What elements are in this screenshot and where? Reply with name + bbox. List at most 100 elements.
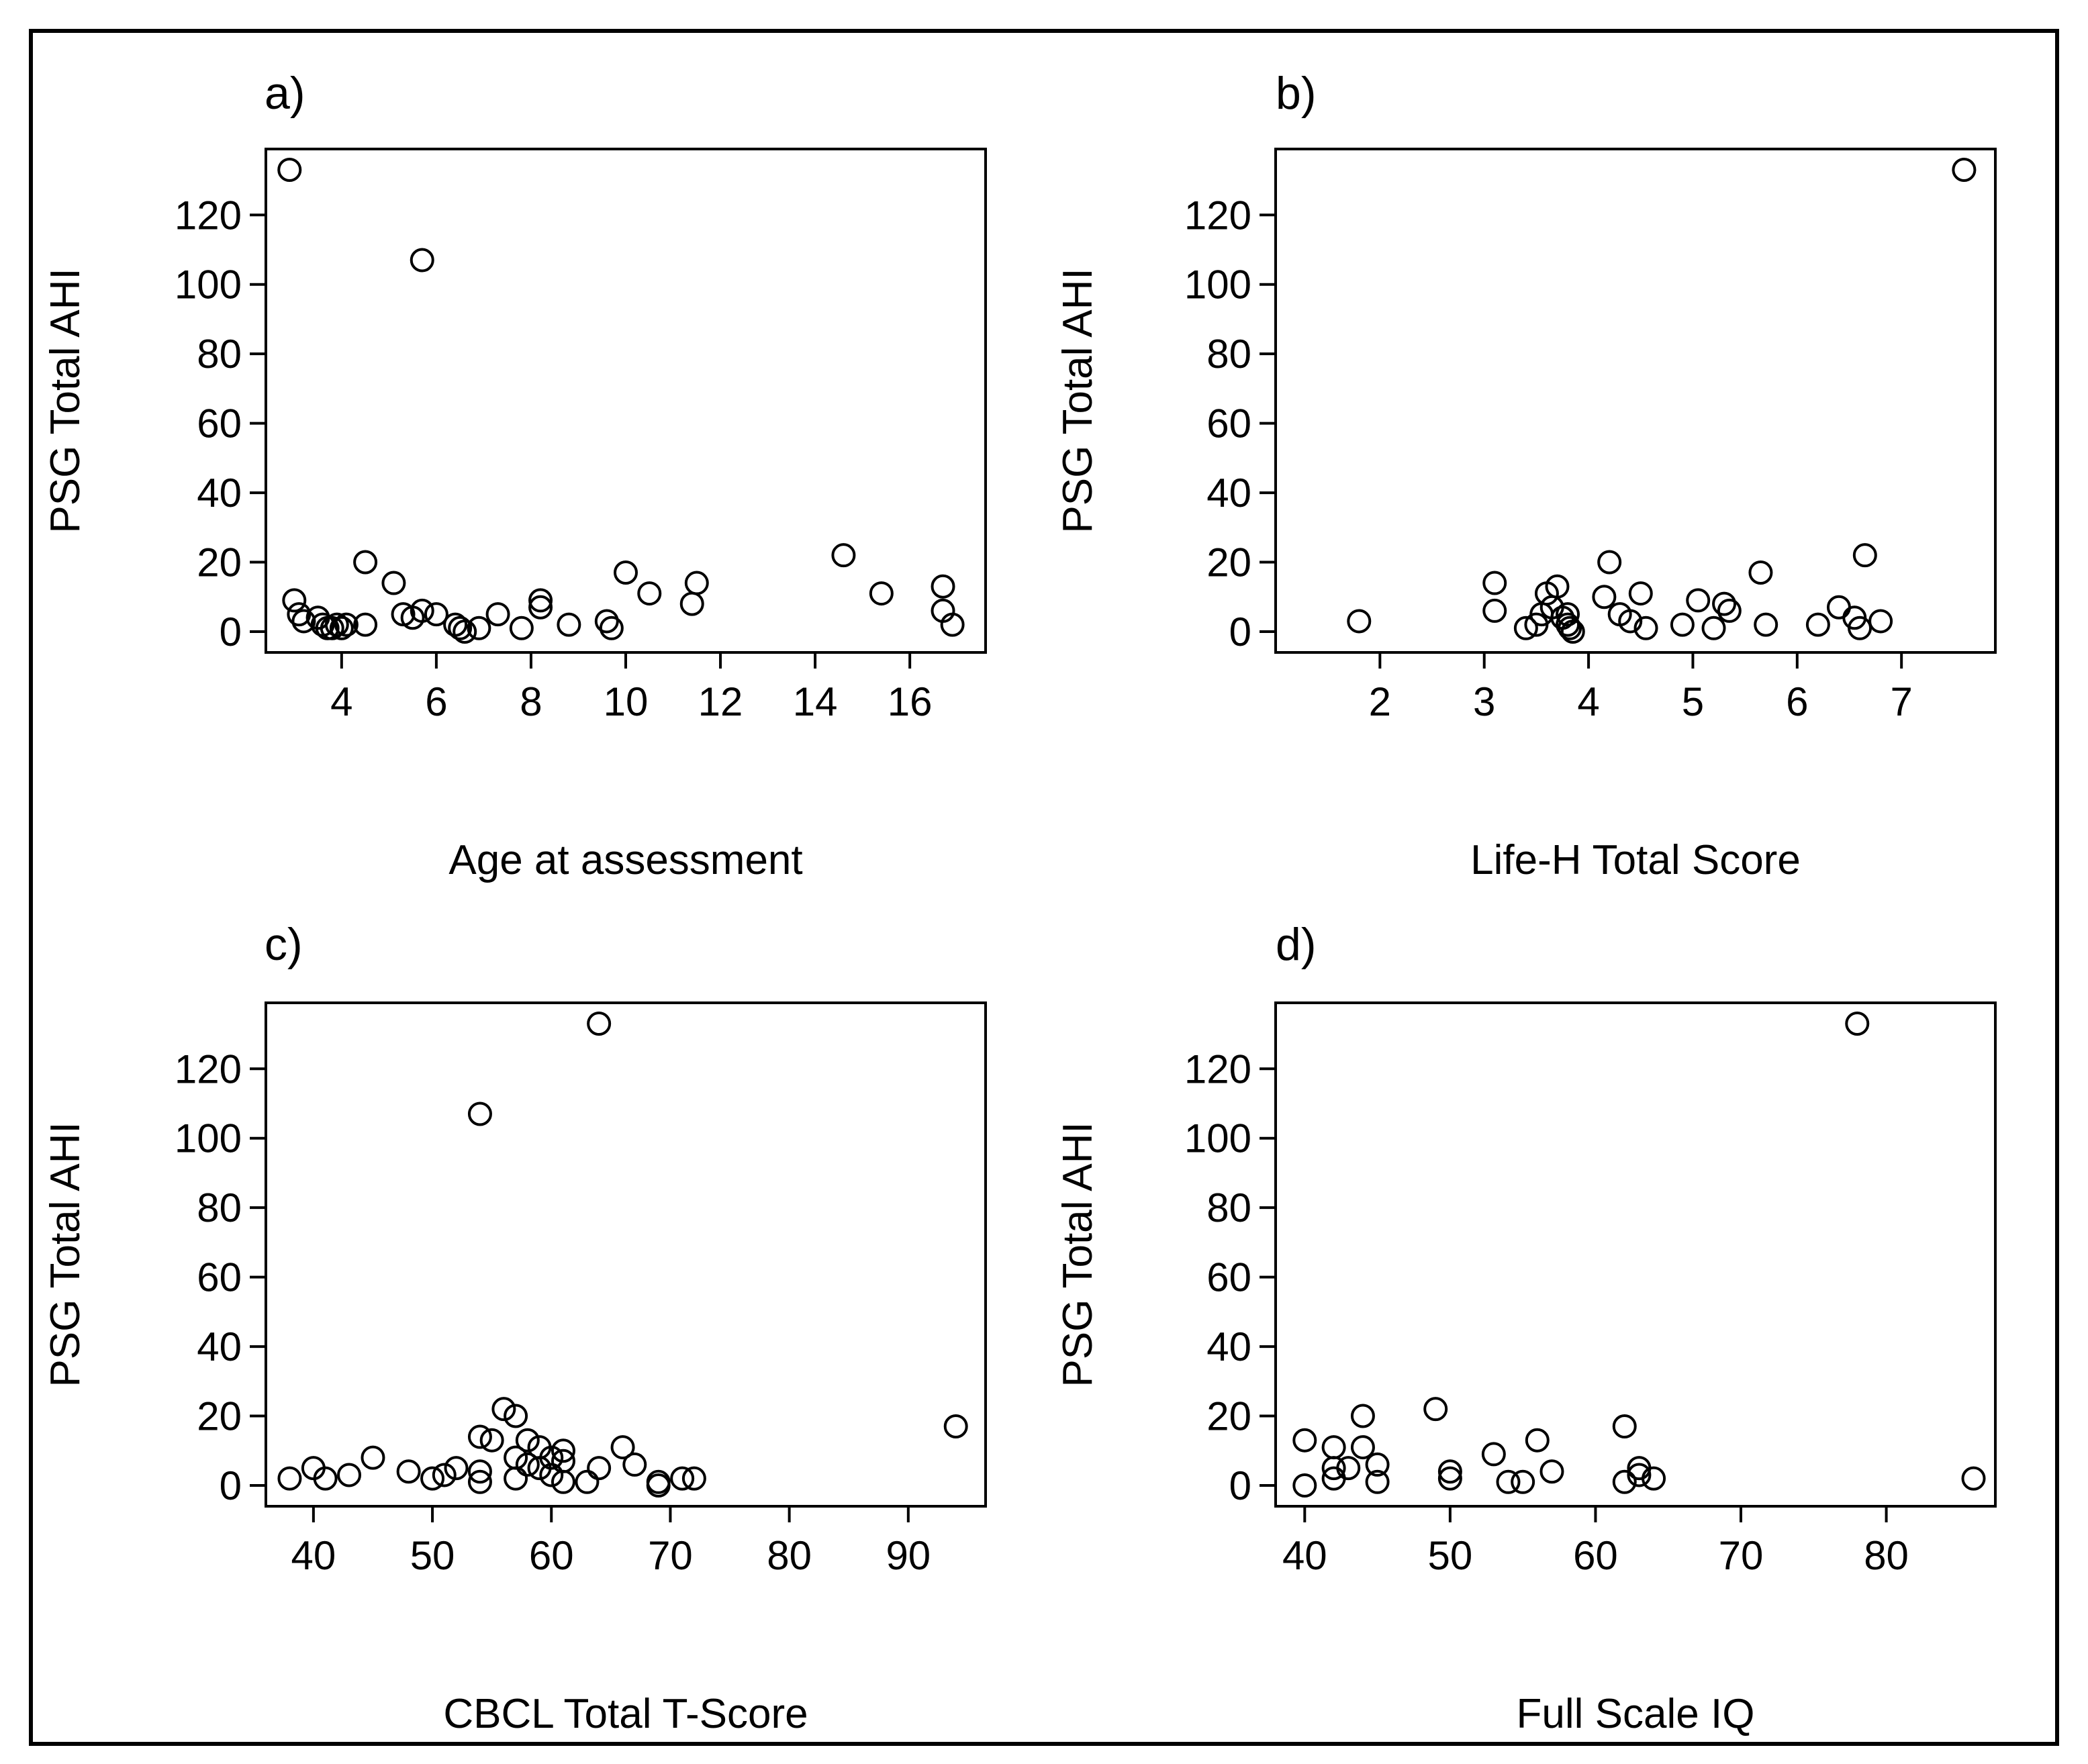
data-point-b-33 bbox=[1952, 158, 1977, 183]
panel-b: b) 2 3 4 5 6 7 0 20 40 60 80 100 120 Life-H Total Sc… bbox=[1055, 68, 1997, 883]
y-tick-label-a-80: 80 bbox=[197, 332, 242, 377]
data-point-b-19 bbox=[1633, 616, 1658, 640]
x-tick-label-d-50: 50 bbox=[1428, 1533, 1473, 1578]
data-point-c-34 bbox=[670, 1466, 695, 1491]
y-tick-label-d-60: 60 bbox=[1206, 1255, 1251, 1300]
x-tick-label-b-3: 3 bbox=[1473, 679, 1495, 724]
x-tick-label-a-8: 8 bbox=[520, 679, 542, 724]
y-tick-label-d-20: 20 bbox=[1206, 1394, 1251, 1439]
data-point-d-24 bbox=[1961, 1466, 1986, 1491]
data-point-b-17 bbox=[1618, 609, 1643, 634]
panel-label-c: c) bbox=[265, 919, 303, 970]
plot-area-a bbox=[265, 148, 987, 654]
x-tick-label-b-2: 2 bbox=[1369, 679, 1391, 724]
x-tick-label-c-70: 70 bbox=[648, 1533, 693, 1578]
data-point-d-7 bbox=[1350, 1435, 1375, 1460]
data-point-d-1 bbox=[1292, 1473, 1317, 1498]
y-tick-label-d-80: 80 bbox=[1206, 1185, 1251, 1230]
data-point-b-11 bbox=[1556, 612, 1580, 637]
data-point-c-6 bbox=[420, 1466, 445, 1491]
data-point-b-23 bbox=[1712, 591, 1737, 616]
data-point-a-27 bbox=[557, 612, 581, 637]
data-point-b-14 bbox=[1592, 585, 1617, 609]
y-tick-label-c-40: 40 bbox=[197, 1324, 242, 1369]
y-tick-label-c-0: 0 bbox=[220, 1463, 242, 1508]
x-tick-label-b-5: 5 bbox=[1682, 679, 1704, 724]
data-point-c-17 bbox=[504, 1466, 528, 1491]
y-tick-label-c-60: 60 bbox=[197, 1255, 242, 1300]
plot-area-b bbox=[1274, 148, 1997, 654]
x-axis-label-b: Life-H Total Score bbox=[1470, 837, 1801, 883]
data-point-c-29 bbox=[587, 1012, 612, 1036]
y-tick-label-d-40: 40 bbox=[1206, 1324, 1251, 1369]
x-tick-label-a-12: 12 bbox=[698, 679, 743, 724]
y-tick-label-c-100: 100 bbox=[175, 1116, 242, 1161]
data-point-c-31 bbox=[622, 1452, 647, 1477]
data-point-b-27 bbox=[1805, 612, 1830, 637]
data-point-c-28 bbox=[587, 1456, 612, 1481]
y-axis-label-b: PSG Total AHI bbox=[1055, 268, 1101, 533]
data-point-a-35 bbox=[869, 581, 894, 606]
x-tick-label-b-7: 7 bbox=[1890, 679, 1912, 724]
data-point-a-13 bbox=[381, 571, 406, 595]
data-point-c-2 bbox=[313, 1466, 338, 1491]
points-c bbox=[277, 1012, 968, 1498]
data-point-c-22 bbox=[539, 1463, 564, 1487]
y-tick-label-a-120: 120 bbox=[175, 193, 242, 238]
data-point-a-34 bbox=[831, 543, 856, 568]
points-b bbox=[1347, 158, 1977, 644]
data-point-a-33 bbox=[684, 571, 709, 595]
data-point-d-21 bbox=[1627, 1463, 1652, 1487]
y-tick-label-c-120: 120 bbox=[175, 1046, 242, 1091]
data-point-b-24 bbox=[1717, 598, 1742, 623]
data-point-d-2 bbox=[1321, 1435, 1346, 1460]
y-tick-label-b-80: 80 bbox=[1206, 332, 1251, 377]
data-point-d-12 bbox=[1437, 1466, 1462, 1491]
y-tick-label-a-100: 100 bbox=[175, 262, 242, 307]
data-point-b-31 bbox=[1852, 543, 1877, 568]
plot-area-c bbox=[265, 1001, 987, 1508]
x-tick-label-c-40: 40 bbox=[291, 1533, 336, 1578]
data-point-b-12 bbox=[1558, 616, 1582, 640]
data-point-b-1 bbox=[1482, 571, 1507, 595]
data-point-a-38 bbox=[940, 612, 965, 637]
data-point-c-5 bbox=[396, 1459, 421, 1484]
data-point-c-19 bbox=[515, 1452, 540, 1477]
y-tick-label-b-20: 20 bbox=[1206, 540, 1251, 585]
data-point-a-10 bbox=[334, 612, 359, 637]
x-tick-label-d-70: 70 bbox=[1719, 1533, 1764, 1578]
data-point-a-29 bbox=[599, 616, 624, 640]
y-tick-label-c-20: 20 bbox=[197, 1394, 242, 1439]
x-tick-label-b-4: 4 bbox=[1577, 679, 1599, 724]
data-point-c-7 bbox=[432, 1463, 457, 1487]
data-point-b-8 bbox=[1545, 574, 1570, 599]
data-point-d-22 bbox=[1642, 1466, 1666, 1491]
data-point-a-28 bbox=[594, 609, 619, 634]
x-axis-label-c: CBCL Total T-Score bbox=[443, 1691, 808, 1737]
data-point-c-15 bbox=[504, 1404, 528, 1428]
data-point-d-8 bbox=[1365, 1452, 1390, 1477]
x-tick-label-a-6: 6 bbox=[425, 679, 447, 724]
data-point-c-13 bbox=[479, 1428, 504, 1453]
data-point-d-0 bbox=[1292, 1428, 1317, 1453]
ticks-b: 2 3 4 5 6 7 0 20 40 60 80 100 120 bbox=[1184, 193, 1913, 724]
y-tick-label-d-120: 120 bbox=[1184, 1046, 1251, 1091]
x-tick-label-b-6: 6 bbox=[1786, 679, 1808, 724]
data-point-a-36 bbox=[931, 574, 955, 599]
data-point-c-8 bbox=[444, 1456, 469, 1481]
data-point-d-23 bbox=[1845, 1012, 1870, 1036]
data-point-a-1 bbox=[282, 588, 307, 613]
panel-d: d) 40 50 60 70 80 0 20 40 60 80 100 120 Full Scale … bbox=[1055, 919, 1997, 1737]
y-tick-label-a-60: 60 bbox=[197, 401, 242, 446]
y-tick-label-b-40: 40 bbox=[1206, 471, 1251, 516]
data-point-a-9 bbox=[329, 616, 354, 640]
ticks-d: 40 50 60 70 80 0 20 40 60 80 100 120 bbox=[1184, 1046, 1909, 1578]
data-point-c-26 bbox=[551, 1469, 575, 1494]
data-point-b-13 bbox=[1560, 619, 1585, 644]
data-point-c-36 bbox=[943, 1414, 968, 1439]
x-tick-label-a-14: 14 bbox=[793, 679, 838, 724]
data-point-c-30 bbox=[610, 1435, 635, 1460]
ticks-a: 4 6 8 10 12 14 16 0 20 40 60 80 100 120 bbox=[175, 193, 933, 724]
figure-border bbox=[29, 29, 2059, 1746]
